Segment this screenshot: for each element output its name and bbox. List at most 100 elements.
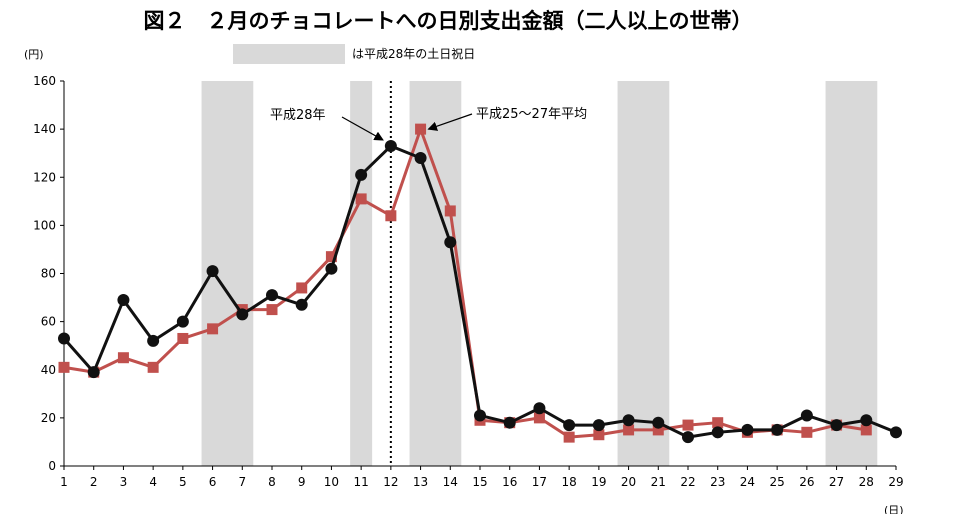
y-tick-label-0: 0 (48, 459, 56, 473)
x-tick-label-17: 17 (532, 475, 547, 489)
series-0-point-15 (474, 409, 486, 422)
x-tick-label-26: 26 (799, 475, 814, 489)
series-0-point-25 (771, 423, 784, 436)
series-1-point-11 (355, 193, 367, 205)
series-0-point-23 (711, 426, 724, 439)
x-tick-label-7: 7 (238, 475, 246, 489)
series-1 (58, 123, 872, 443)
series-1-point-22 (682, 419, 694, 431)
series-0-point-5 (176, 315, 189, 328)
series-0-point-14 (444, 236, 457, 249)
series-0-point-28 (860, 414, 873, 427)
x-tick-label-27: 27 (829, 475, 844, 489)
series-0-point-12 (384, 139, 397, 152)
weekend-band-4 (825, 81, 878, 466)
series-0-point-11 (355, 168, 368, 181)
series-0-point-7 (236, 308, 249, 321)
x-tick-label-13: 13 (413, 475, 428, 489)
series-1-point-1 (58, 361, 70, 373)
x-tick-label-8: 8 (268, 475, 276, 489)
annotation-2016-arrow (341, 116, 384, 141)
series-0-point-1 (58, 332, 70, 345)
series-1-point-8 (266, 304, 278, 316)
y-tick-label-140: 140 (33, 122, 56, 136)
weekend-bands (201, 81, 878, 466)
x-tick-label-9: 9 (298, 475, 306, 489)
series-0-point-21 (652, 416, 665, 429)
y-tick-label-120: 120 (33, 170, 56, 184)
series-0-point-4 (147, 334, 160, 347)
series-1-point-20 (623, 424, 635, 436)
x-tick-label-19: 19 (591, 475, 606, 489)
series-1-point-4 (147, 361, 159, 373)
series-0-point-18 (563, 419, 576, 432)
legend-label: は平成28年の土日祝日 (352, 47, 475, 61)
series-1-point-21 (652, 424, 664, 436)
weekend-band-3 (617, 81, 670, 466)
series-1-point-10 (325, 251, 337, 263)
weekend-band-2 (409, 81, 462, 466)
series-0-point-3 (117, 293, 130, 306)
series-0-point-22 (682, 431, 694, 444)
legend-swatch (233, 44, 345, 64)
x-tick-label-5: 5 (179, 475, 187, 489)
series-1-point-9 (296, 282, 308, 294)
y-axis-unit: (円) (24, 48, 44, 61)
x-tick-label-23: 23 (710, 475, 725, 489)
x-tick-label-22: 22 (680, 475, 695, 489)
series-1-point-23 (712, 417, 724, 429)
series-0-point-8 (266, 289, 278, 302)
series-0 (58, 139, 902, 444)
y-tick-label-40: 40 (41, 363, 56, 377)
y-tick-label-20: 20 (41, 411, 56, 425)
series-1-point-28 (860, 424, 872, 436)
x-tick-label-21: 21 (651, 475, 666, 489)
series-0-point-2 (87, 366, 100, 379)
series-1-point-3 (117, 352, 129, 364)
x-tick-label-12: 12 (383, 475, 398, 489)
series-1-point-12 (385, 210, 397, 222)
y-tick-label-60: 60 (41, 315, 56, 329)
series-0-point-6 (206, 265, 219, 278)
series-1-point-18 (563, 431, 575, 443)
x-tick-label-24: 24 (740, 475, 755, 489)
x-tick-label-16: 16 (502, 475, 517, 489)
x-axis-unit: (日) (884, 504, 904, 514)
series-0-point-9 (295, 298, 308, 311)
x-tick-label-14: 14 (443, 475, 458, 489)
annotation-avg-label: 平成25～27年平均 (476, 107, 587, 122)
x-tick-label-6: 6 (209, 475, 217, 489)
annotation-2016-label: 平成28年 (270, 108, 326, 123)
series-0-point-17 (533, 402, 546, 415)
series-0-point-27 (830, 419, 843, 432)
series-1-line (63, 127, 867, 439)
x-tick-label-25: 25 (770, 475, 785, 489)
series-group (58, 123, 902, 444)
x-tick-label-1: 1 (60, 475, 68, 489)
x-tick-label-2: 2 (90, 475, 98, 489)
x-tick-label-4: 4 (149, 475, 157, 489)
annotations: 平成28年 平成25～27年平均 (270, 107, 587, 141)
series-1-point-5 (177, 332, 189, 344)
series-1-point-6 (207, 323, 219, 335)
x-tick-label-10: 10 (324, 475, 339, 489)
series-1-point-14 (444, 205, 456, 217)
x-tick-label-18: 18 (562, 475, 577, 489)
x-tick-label-28: 28 (859, 475, 874, 489)
x-tick-label-29: 29 (888, 475, 903, 489)
series-0-point-16 (503, 416, 516, 429)
series-0-point-19 (592, 419, 605, 432)
series-0-point-29 (890, 426, 902, 439)
series-1-point-26 (801, 426, 813, 438)
series-0-point-24 (741, 423, 754, 436)
series-0-point-13 (414, 152, 427, 164)
series-0-point-26 (800, 409, 813, 422)
y-tick-label-80: 80 (41, 267, 56, 281)
series-1-point-19 (593, 429, 605, 441)
y-tick-label-160: 160 (33, 74, 56, 88)
series-0-point-10 (325, 262, 338, 275)
annotation-avg-arrow (427, 113, 473, 131)
x-tick-label-11: 11 (354, 475, 369, 489)
